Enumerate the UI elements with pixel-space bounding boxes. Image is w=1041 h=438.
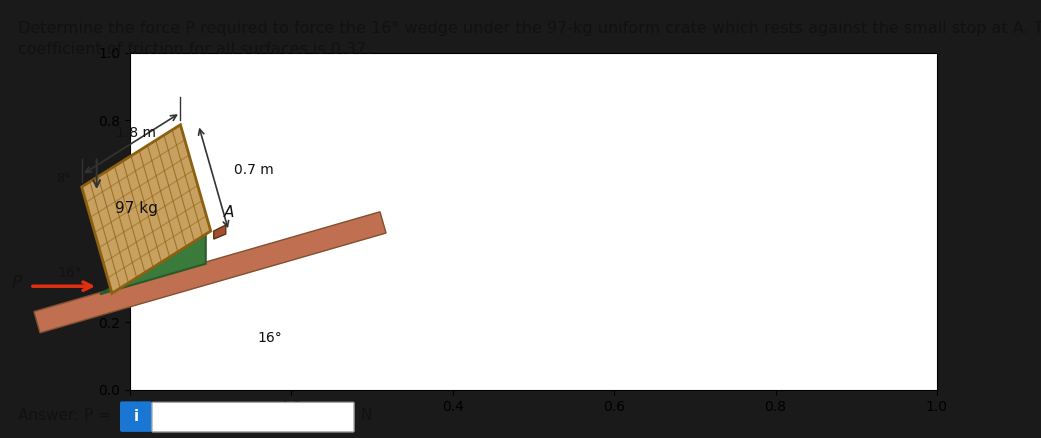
Text: 8°: 8° bbox=[56, 173, 71, 185]
Polygon shape bbox=[34, 212, 386, 333]
Text: 97 kg: 97 kg bbox=[115, 201, 157, 216]
Text: 1.8 m: 1.8 m bbox=[116, 126, 156, 140]
Polygon shape bbox=[213, 225, 226, 239]
Text: i: i bbox=[133, 409, 138, 424]
Polygon shape bbox=[81, 125, 210, 293]
Text: N: N bbox=[360, 408, 372, 423]
Text: 0.7 m: 0.7 m bbox=[234, 163, 274, 177]
Text: Answer: P =: Answer: P = bbox=[18, 408, 116, 423]
Text: 16°: 16° bbox=[257, 331, 282, 345]
Text: 16°: 16° bbox=[57, 266, 82, 280]
Polygon shape bbox=[100, 232, 206, 294]
Text: A: A bbox=[224, 205, 234, 220]
FancyBboxPatch shape bbox=[120, 401, 152, 432]
Text: P: P bbox=[12, 274, 22, 292]
Text: Determine the force P required to force the 16° wedge under the 97-kg uniform cr: Determine the force P required to force … bbox=[18, 21, 1041, 57]
FancyBboxPatch shape bbox=[152, 403, 354, 432]
